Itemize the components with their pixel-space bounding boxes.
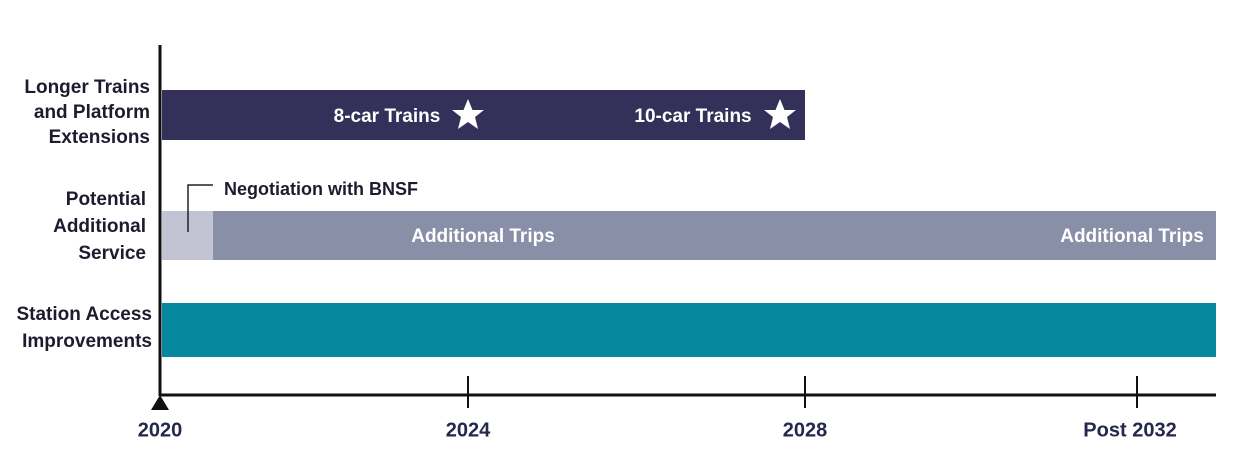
row-label: and Platform [34, 102, 150, 123]
callout-line [187, 184, 213, 232]
row-label: Improvements [22, 331, 152, 352]
row-label: Service [78, 243, 146, 264]
milestone-label: 10-car Trains [634, 106, 751, 127]
segment-label: Additional Trips [411, 226, 555, 247]
tick-label: 2020 [138, 419, 183, 441]
bar [162, 303, 1216, 357]
row-label: Longer Trains [24, 77, 150, 98]
segment-label: Additional Trips [1060, 226, 1204, 247]
star [764, 99, 796, 129]
start-marker [151, 395, 169, 410]
tick-label: Post 2032 [1083, 419, 1176, 441]
milestone-label: 8-car Trains [334, 106, 441, 127]
tick-label: 2028 [783, 419, 828, 441]
bar [162, 90, 805, 140]
callout: Negotiation with BNSF [224, 179, 418, 199]
row-label: Station Access [16, 304, 152, 325]
row-label: Potential [66, 189, 146, 210]
bar [213, 211, 1216, 260]
row-label: Extensions [49, 127, 150, 148]
row-label: Additional [53, 216, 146, 237]
star [452, 99, 484, 129]
tick-label: 2024 [446, 419, 491, 441]
